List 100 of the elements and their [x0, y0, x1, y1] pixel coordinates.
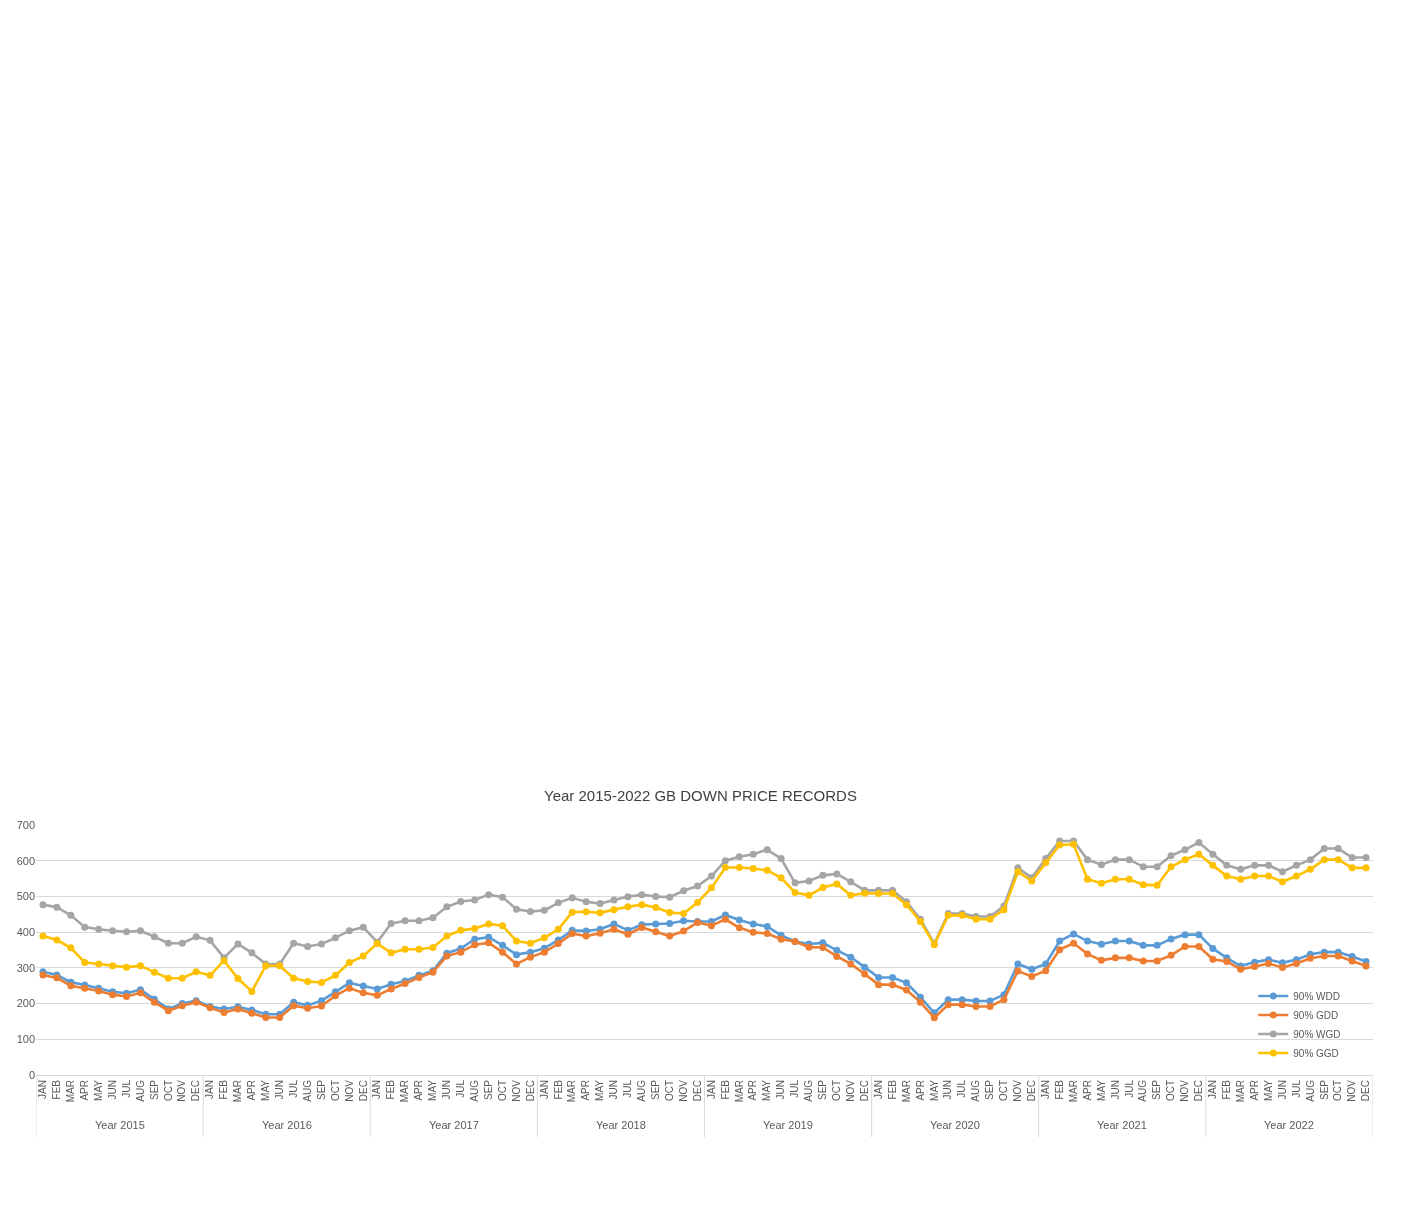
- x-tick-label: APR: [1081, 1080, 1093, 1101]
- x-tick-label: FEB: [886, 1079, 898, 1100]
- x-tick-label: FEB: [719, 1079, 731, 1100]
- x-tick-label: MAR: [399, 1080, 411, 1103]
- x-tick-label: AUG: [468, 1079, 480, 1102]
- x-tick-label: AUG: [636, 1079, 648, 1102]
- y-tick-label: 300: [16, 961, 35, 974]
- x-tick-label: NOV: [510, 1079, 522, 1102]
- x-tick-label: FEB: [385, 1079, 397, 1100]
- text: Year 2017: [429, 1119, 479, 1131]
- y-tick-label: 500: [16, 890, 35, 903]
- x-tick-label: JUN: [441, 1080, 453, 1100]
- x-tick-label: MAY: [761, 1079, 773, 1101]
- x-tick-label: APR: [914, 1080, 926, 1101]
- x-tick-label: AUG: [301, 1079, 313, 1102]
- chart-title: Year 2015-2022 GB DOWN PRICE RECORDS: [544, 787, 857, 805]
- x-tick-label: JUL: [789, 1079, 801, 1098]
- x-tick-label: AUG: [1137, 1079, 1149, 1102]
- x-tick-label: MAR: [900, 1080, 912, 1103]
- x-tick-label: JUL: [1123, 1079, 1135, 1098]
- x-tick-label: JUN: [608, 1080, 620, 1100]
- x-tick-label: NOV: [1012, 1079, 1024, 1102]
- x-tick-label: OCT: [329, 1080, 341, 1102]
- x-tick-label: JUL: [956, 1079, 968, 1098]
- x-tick-label: SEP: [984, 1079, 996, 1101]
- x-tick-label: OCT: [998, 1080, 1010, 1102]
- x-tick-label: MAY: [92, 1079, 104, 1101]
- text: Year 2021: [1097, 1119, 1147, 1131]
- x-tick-label: MAY: [1262, 1079, 1274, 1101]
- x-tick-label: SEP: [315, 1079, 327, 1101]
- x-tick-label: NOV: [677, 1079, 689, 1102]
- x-tick-label: AUG: [134, 1079, 146, 1102]
- x-tick-label: JUL: [120, 1079, 132, 1098]
- x-tick-label: AUG: [970, 1079, 982, 1102]
- text: Year 2018: [596, 1119, 646, 1131]
- x-tick-label: MAR: [566, 1080, 578, 1103]
- legend-label: 90% GGD: [1293, 1047, 1339, 1059]
- x-tick-label: MAR: [232, 1080, 244, 1103]
- x-tick-label: APR: [747, 1080, 759, 1101]
- legend-label: 90% WDD: [1293, 990, 1340, 1002]
- x-tick-label: OCT: [663, 1080, 675, 1102]
- x-tick-label: NOV: [343, 1079, 355, 1102]
- x-tick-label: APR: [1248, 1080, 1260, 1101]
- text: Year 2015: [95, 1119, 145, 1131]
- y-tick-label: 700: [16, 818, 35, 831]
- x-tick-label: JAN: [872, 1080, 884, 1099]
- x-tick-label: JUN: [1109, 1080, 1121, 1100]
- x-tick-label: MAR: [65, 1080, 77, 1103]
- y-tick-label: 400: [16, 925, 35, 938]
- x-tick-label: DEC: [691, 1080, 703, 1102]
- x-tick-label: JAN: [1039, 1080, 1051, 1099]
- x-tick-label: NOV: [176, 1079, 188, 1102]
- x-tick-label: OCT: [1165, 1080, 1177, 1102]
- x-tick-label: JUL: [455, 1079, 467, 1098]
- y-tick-label: 100: [16, 1033, 35, 1046]
- x-tick-label: JUL: [622, 1079, 634, 1098]
- x-tick-label: APR: [78, 1080, 90, 1101]
- x-tick-label: SEP: [650, 1079, 662, 1101]
- x-tick-label: OCT: [162, 1080, 174, 1102]
- x-tick-label: JAN: [705, 1080, 717, 1099]
- x-tick-label: JAN: [204, 1080, 216, 1099]
- y-tick-label: 0: [28, 1068, 35, 1081]
- x-tick-label: JUL: [287, 1079, 299, 1098]
- x-tick-label: DEC: [1193, 1080, 1205, 1102]
- x-tick-label: SEP: [1318, 1079, 1330, 1101]
- x-tick-label: JAN: [371, 1080, 383, 1099]
- x-tick-label: APR: [246, 1080, 258, 1101]
- x-tick-label: NOV: [844, 1079, 856, 1102]
- x-tick-label: APR: [413, 1080, 425, 1101]
- x-tick-label: APR: [580, 1080, 592, 1101]
- x-tick-label: JUN: [106, 1080, 118, 1100]
- x-tick-label: JAN: [37, 1080, 49, 1099]
- x-tick-label: FEB: [218, 1079, 230, 1100]
- x-tick-label: FEB: [1221, 1079, 1233, 1100]
- x-tick-label: DEC: [524, 1080, 536, 1102]
- x-tick-label: MAY: [1095, 1079, 1107, 1101]
- x-tick-label: MAY: [427, 1079, 439, 1101]
- x-tick-label: DEC: [357, 1080, 369, 1102]
- x-tick-label: OCT: [496, 1080, 508, 1102]
- x-tick-label: NOV: [1179, 1079, 1191, 1102]
- x-tick-label: NOV: [1346, 1079, 1358, 1102]
- y-tick-label: 600: [16, 854, 35, 867]
- text: Year 2019: [763, 1119, 813, 1131]
- x-tick-label: DEC: [190, 1080, 202, 1102]
- x-tick-label: OCT: [831, 1080, 843, 1102]
- x-tick-label: MAR: [733, 1080, 745, 1103]
- x-tick-label: SEP: [482, 1079, 494, 1101]
- legend-label: 90% WGD: [1293, 1028, 1341, 1040]
- text: Year 2016: [262, 1119, 312, 1131]
- x-tick-label: DEC: [1026, 1080, 1038, 1102]
- x-tick-label: JAN: [1207, 1080, 1219, 1099]
- x-tick-label: OCT: [1332, 1080, 1344, 1102]
- x-tick-label: FEB: [552, 1079, 564, 1100]
- x-tick-label: MAY: [594, 1079, 606, 1101]
- text: Year 2022: [1264, 1119, 1314, 1131]
- x-tick-label: MAR: [1067, 1080, 1079, 1103]
- x-tick-label: MAY: [260, 1079, 272, 1101]
- y-tick-label: 200: [16, 997, 35, 1010]
- x-tick-label: FEB: [51, 1079, 63, 1100]
- x-tick-label: MAR: [1234, 1080, 1246, 1103]
